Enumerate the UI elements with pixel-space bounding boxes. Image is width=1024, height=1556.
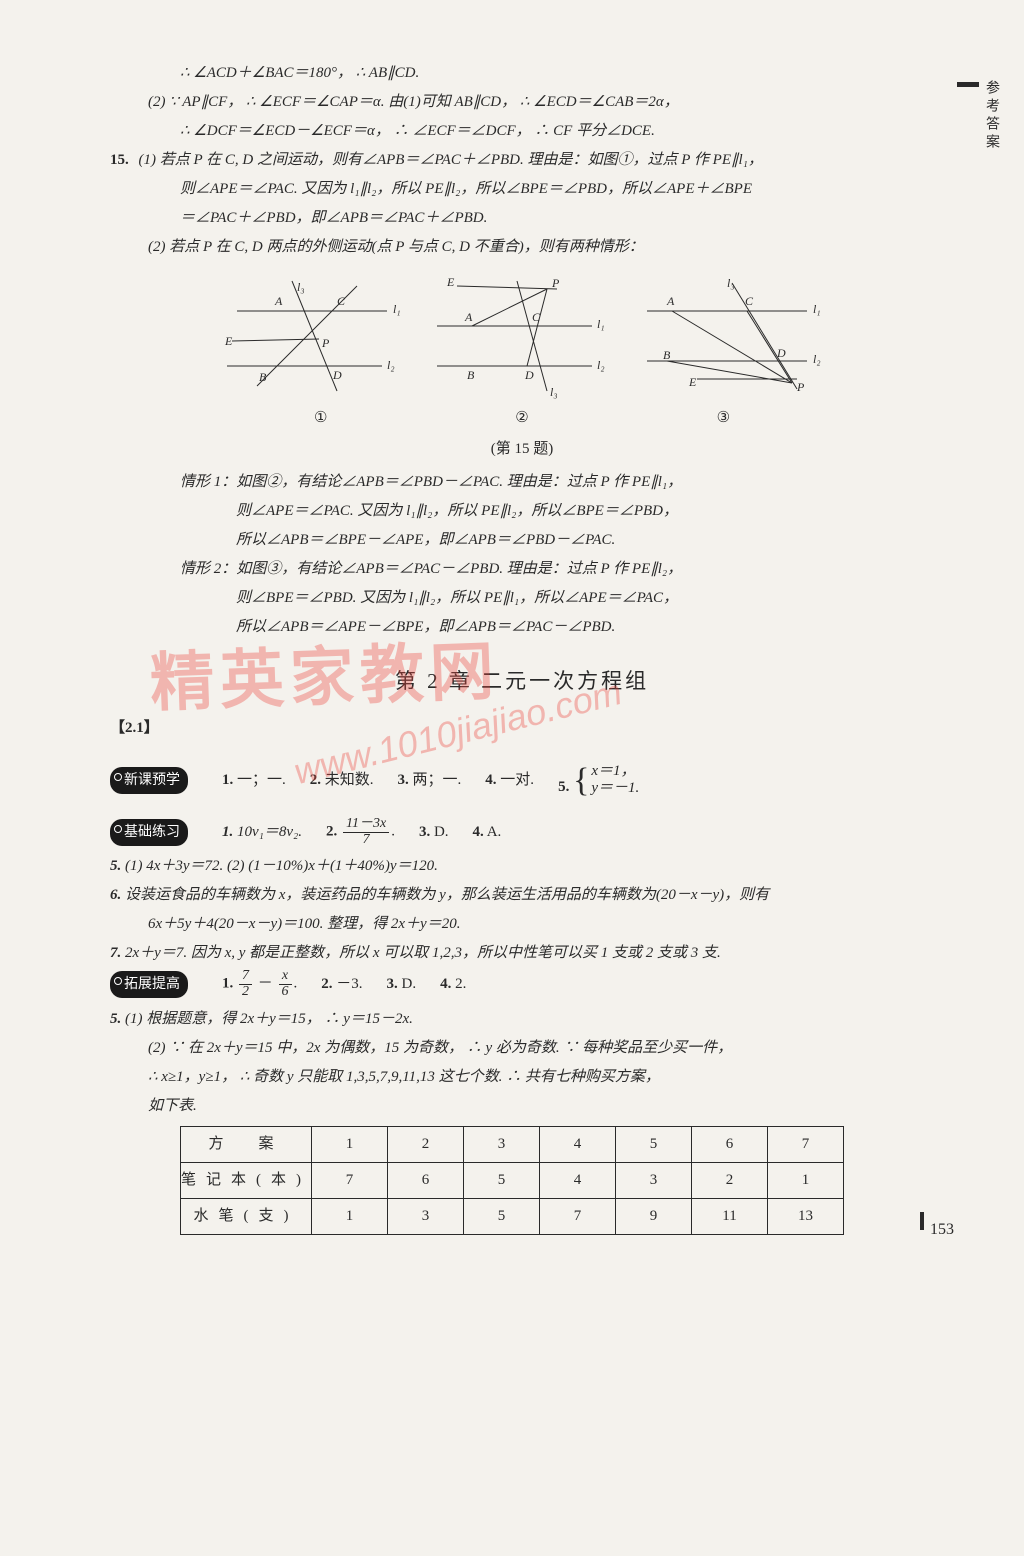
svg-text:C: C	[532, 310, 541, 324]
basic-row: 基础练习 1. 10v₁＝8v₂. 2. 11－3x 7 . 3. D. 4. …	[110, 817, 934, 847]
svg-text:C: C	[745, 294, 754, 308]
fig-caption: (第 15 题)	[110, 436, 934, 463]
q14-line1: ∴ ∠ACD＋∠BAC＝180°， ∴ AB∥CD.	[110, 60, 934, 87]
q15-number: 15.	[110, 152, 129, 168]
svg-text:P: P	[321, 336, 330, 350]
diagram-labels: ① ② ③	[110, 405, 934, 432]
svg-text:D: D	[524, 368, 534, 382]
svg-text:l₁: l₁	[813, 302, 821, 316]
q15-diagrams: A C l₁ l₃ E P B D l₂ E P A C l₁ B D l₂ l₃	[110, 271, 934, 401]
svg-text:l₃: l₃	[297, 280, 305, 294]
svg-text:E: E	[446, 275, 455, 289]
table-row: 笔记本(本) 7 6 5 4 3 2 1	[181, 1162, 844, 1198]
tag-extend: 拓展提高	[110, 971, 188, 998]
tag-preview: 新课预学	[110, 767, 188, 794]
ext5-p2c: 如下表.	[110, 1093, 934, 1120]
svg-text:B: B	[663, 348, 671, 362]
extend-row: 拓展提高 1. 72 － x6. 2. －3. 3. D. 4. 2.	[110, 969, 934, 999]
svg-text:P: P	[551, 276, 560, 290]
case1c: 所以∠APB＝∠BPE－∠APE，即∠APB＝∠PBD－∠PAC.	[110, 527, 934, 554]
page-number: 153	[930, 1216, 954, 1245]
q5: 5. (1) 4x＋3y＝72. (2) (1－10%)x＋(1＋40%)y＝1…	[110, 853, 934, 880]
header-bar	[957, 82, 979, 87]
system-eq: { x＝1， y＝－1.	[573, 750, 639, 811]
table-row: 水笔(支) 1 3 5 7 9 11 13	[181, 1198, 844, 1234]
svg-text:A: A	[666, 294, 675, 308]
section-2-1: 【2.1】	[110, 715, 934, 742]
ext5-p1: 5. (1) 根据题意，得 2x＋y＝15， ∴ y＝15－2x.	[110, 1006, 934, 1033]
plan-table: 方 案 1 2 3 4 5 6 7 笔记本(本) 7 6 5 4 3 2 1 水…	[180, 1126, 844, 1235]
diagram-3: A C l₁ l₃ B D l₂ E P	[627, 271, 837, 401]
q6a: 6. 设装运食品的车辆数为 x，装运药品的车辆数为 y，那么装运生活用品的车辆数…	[110, 882, 934, 909]
svg-text:l₁: l₁	[393, 302, 401, 316]
svg-text:E: E	[224, 334, 233, 348]
svg-text:E: E	[688, 375, 697, 389]
svg-text:l₂: l₂	[597, 358, 605, 372]
q14-line3: ∴ ∠DCF＝∠ECD－∠ECF＝α， ∴ ∠ECF＝∠DCF， ∴ CF 平分…	[110, 118, 934, 145]
svg-text:l₁: l₁	[597, 317, 605, 331]
fraction: 11－3x 7	[343, 817, 389, 847]
svg-text:B: B	[259, 370, 267, 384]
tag-basic: 基础练习	[110, 819, 188, 846]
q15-p1a: 15. (1) 若点 P 在 C, D 之间运动，则有∠APB＝∠PAC＋∠PB…	[110, 147, 934, 174]
svg-text:l₂: l₂	[813, 352, 821, 366]
q15-p2: (2) 若点 P 在 C, D 两点的外侧运动(点 P 与点 C, D 不重合)…	[110, 234, 934, 261]
q7: 7. 2x＋y＝7. 因为 x, y 都是正整数，所以 x 可以取 1,2,3，…	[110, 940, 934, 967]
svg-text:A: A	[274, 294, 283, 308]
case2b: 则∠BPE＝∠PBD. 又因为 l₁∥l₂，所以 PE∥l₁，所以∠APE＝∠P…	[110, 585, 934, 612]
chapter-title: 第 2 章 二元一次方程组	[110, 663, 934, 701]
svg-text:D: D	[776, 346, 786, 360]
ext5-p2a: (2) ∵ 在 2x＋y＝15 中，2x 为偶数，15 为奇数， ∴ y 必为奇…	[110, 1035, 934, 1062]
svg-text:A: A	[464, 310, 473, 324]
case2c: 所以∠APB＝∠APE－∠BPE，即∠APB＝∠PAC－∠PBD.	[110, 614, 934, 641]
case1a: 情形 1：如图②，有结论∠APB＝∠PBD－∠PAC. 理由是：过点 P 作 P…	[110, 469, 934, 496]
q15-p1c: ＝∠PAC＋∠PBD，即∠APB＝∠PAC＋∠PBD.	[110, 205, 934, 232]
table-row: 方 案 1 2 3 4 5 6 7	[181, 1126, 844, 1162]
svg-text:C: C	[337, 294, 346, 308]
svg-text:P: P	[796, 380, 805, 394]
svg-text:l₃: l₃	[550, 385, 558, 399]
svg-text:l₂: l₂	[387, 358, 395, 372]
preview-row: 新课预学 1. 一；一. 2. 未知数. 3. 两；一. 4. 一对. 5. {…	[110, 750, 934, 811]
case1b: 则∠APE＝∠PAC. 又因为 l₁∥l₂，所以 PE∥l₂，所以∠BPE＝∠P…	[110, 498, 934, 525]
page-number-bar	[920, 1212, 924, 1230]
side-label: 参考答案	[979, 80, 1004, 152]
diagram-2: E P A C l₁ B D l₂ l₃	[417, 271, 617, 401]
q14-line2: (2) ∵ AP∥CF， ∴ ∠ECF＝∠CAP＝α. 由(1)可知 AB∥CD…	[110, 89, 934, 116]
case2a: 情形 2：如图③，有结论∠APB＝∠PAC－∠PBD. 理由是：过点 P 作 P…	[110, 556, 934, 583]
q6b: 6x＋5y＋4(20－x－y)＝100. 整理，得 2x＋y＝20.	[110, 911, 934, 938]
ext5-p2b: ∴ x≥1，y≥1， ∴ 奇数 y 只能取 1,3,5,7,9,11,13 这七…	[110, 1064, 934, 1091]
svg-text:l₃: l₃	[727, 276, 735, 290]
diagram-1: A C l₁ l₃ E P B D l₂	[207, 271, 407, 401]
svg-text:B: B	[467, 368, 475, 382]
svg-text:D: D	[332, 368, 342, 382]
q15-p1b: 则∠APE＝∠PAC. 又因为 l₁∥l₂，所以 PE∥l₂，所以∠BPE＝∠P…	[110, 176, 934, 203]
